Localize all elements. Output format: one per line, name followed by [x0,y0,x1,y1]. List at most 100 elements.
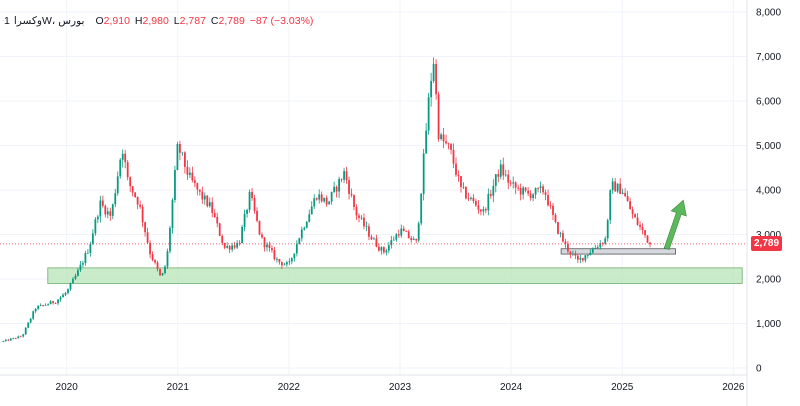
candle-body [109,211,112,216]
candle-body [519,187,522,195]
candle-body [539,186,542,189]
change-value: −87 (−3.03%) [249,15,314,27]
candle-body [161,272,164,276]
candle-body [94,219,97,234]
candle-body [405,231,408,232]
high-label: H [134,15,143,27]
candle-body [183,152,186,167]
candle-body [198,189,201,192]
candle-body [440,134,442,139]
candle-body [188,172,191,175]
candle-body [258,220,261,235]
candle-body [564,241,567,244]
candle-body [552,205,554,215]
candle-body [44,304,47,306]
candle-body [437,94,440,139]
candle-body [452,149,455,164]
candle-body [203,195,206,200]
candle-body [295,244,298,254]
candle-body [415,238,418,241]
candle-body [141,206,144,223]
price-axis[interactable]: 0 1,000 2,000 3,000 4,000 5,000 6,000 7,000 8,00… [756,8,781,375]
high-value: 2,980 [142,15,169,27]
y-tick-label: 1,000 [756,319,781,330]
candle-body [79,264,82,271]
candle-body [52,301,54,304]
candle-body [547,194,549,206]
candle-body [179,143,181,153]
candle-body [273,250,276,260]
candle-body [609,190,612,221]
candle-body [134,192,137,198]
candle-body [363,217,365,227]
candle-body [290,258,293,262]
candle-body [479,209,482,212]
candle-body [54,303,57,304]
candle-body [644,230,646,236]
candle-body [310,206,313,215]
candle-body [164,266,166,273]
candle-body [82,262,84,265]
arrow-shape[interactable] [663,199,687,250]
candle-body [32,311,35,319]
candle-body [308,214,311,222]
candle-body [544,192,547,195]
support-zones[interactable] [47,248,743,284]
candle-body [218,223,221,236]
candle-body [641,226,644,231]
candle-body [2,341,5,342]
candle-body [57,299,59,304]
symbol-legend: 1 وکسراW، بورس O 2,910 H 2,980 L 2,787 C 2,7… [4,13,313,29]
candle-body [581,257,584,261]
candle-body [328,201,331,205]
candle-body [303,227,306,230]
candle-body [216,216,219,224]
candle-body [482,209,485,212]
candle-body [646,235,649,243]
candle-body [368,226,370,237]
candle-body [624,192,627,197]
candle-body [241,226,244,244]
candle-body [442,134,445,142]
candle-body [340,179,343,180]
candle-body [300,229,303,239]
support-zone-recent[interactable] [560,248,676,255]
candle-body [343,171,345,180]
candle-body [390,240,393,246]
candle-body [594,247,597,249]
candle-body [407,231,410,239]
candle-body [427,97,430,131]
candle-body [373,238,375,240]
candle-body [542,186,544,193]
candle-body [27,322,30,328]
candle-body [253,197,256,211]
candle-body [460,176,462,187]
candle-body [382,247,385,253]
x-tick-label: 2024 [500,382,523,393]
candle-body [350,193,353,196]
x-tick-label: 2021 [167,382,190,393]
candle-body [101,200,104,206]
candle-body [12,337,15,339]
candle-body [447,143,450,145]
candle-body [151,254,154,261]
candle-body [636,217,639,225]
time-axis[interactable]: 2020 2021 2022 2023 2024 2025 2026 [56,382,745,393]
candle-body [462,186,465,188]
candle-body [119,159,122,177]
target-arrow[interactable] [663,199,687,250]
candle-body [335,186,338,192]
candle-body [201,191,204,200]
candle-body [67,289,69,294]
candle-body [517,187,520,189]
candle-body [489,193,492,196]
support-zone-main[interactable] [47,267,743,284]
candle-body [487,193,490,211]
candle-body [522,187,525,195]
candle-body [325,197,328,205]
candle-body [246,209,248,214]
candle-body [417,223,420,241]
candle-body [62,294,64,298]
candle-body [124,153,127,163]
